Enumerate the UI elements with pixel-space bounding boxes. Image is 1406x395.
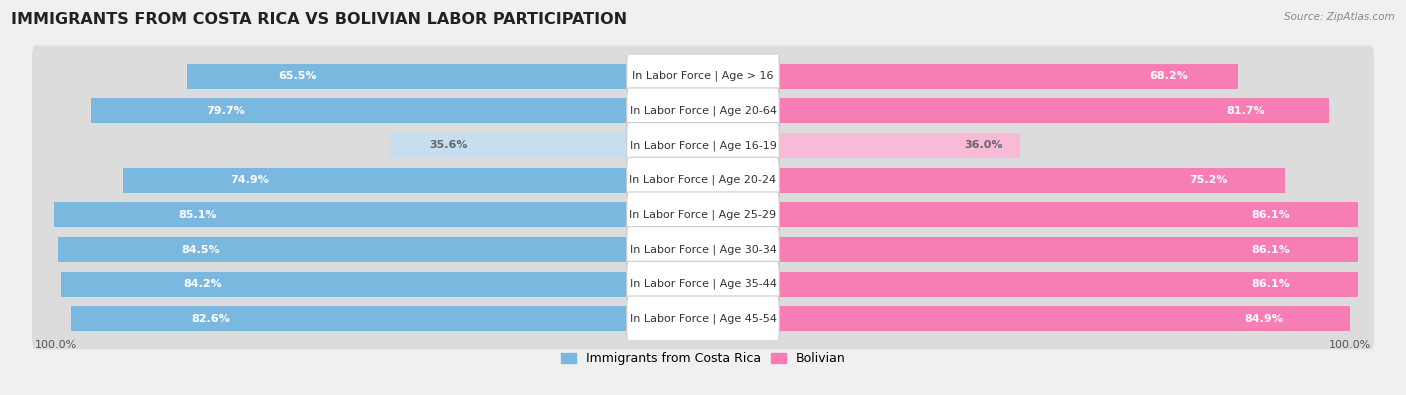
Text: 81.7%: 81.7% <box>1226 106 1265 116</box>
Bar <box>778 133 1021 158</box>
Text: 36.0%: 36.0% <box>965 141 1002 150</box>
FancyBboxPatch shape <box>627 261 779 307</box>
Text: 35.6%: 35.6% <box>429 141 468 150</box>
Text: 86.1%: 86.1% <box>1251 279 1291 289</box>
Text: 100.0%: 100.0% <box>35 340 77 350</box>
Text: 74.9%: 74.9% <box>231 175 269 185</box>
Text: In Labor Force | Age 16-19: In Labor Force | Age 16-19 <box>630 140 776 151</box>
FancyBboxPatch shape <box>32 288 1374 350</box>
FancyBboxPatch shape <box>627 53 779 99</box>
Bar <box>778 307 1350 331</box>
Text: 86.1%: 86.1% <box>1251 245 1291 254</box>
Legend: Immigrants from Costa Rica, Bolivian: Immigrants from Costa Rica, Bolivian <box>555 348 851 371</box>
Text: In Labor Force | Age 20-24: In Labor Force | Age 20-24 <box>630 175 776 185</box>
Text: 65.5%: 65.5% <box>278 71 316 81</box>
Bar <box>124 167 628 193</box>
Text: 84.5%: 84.5% <box>181 245 221 254</box>
FancyBboxPatch shape <box>627 88 779 134</box>
Text: 84.9%: 84.9% <box>1244 314 1284 324</box>
Text: In Labor Force | Age 25-29: In Labor Force | Age 25-29 <box>630 210 776 220</box>
Bar <box>187 64 628 88</box>
Bar <box>388 133 628 158</box>
Text: 75.2%: 75.2% <box>1189 175 1227 185</box>
Bar <box>778 237 1358 262</box>
Bar <box>778 64 1237 88</box>
FancyBboxPatch shape <box>627 296 779 342</box>
Text: 68.2%: 68.2% <box>1149 71 1188 81</box>
FancyBboxPatch shape <box>32 184 1374 245</box>
Bar <box>55 202 628 228</box>
Bar <box>778 202 1358 228</box>
Text: In Labor Force | Age > 16: In Labor Force | Age > 16 <box>633 71 773 81</box>
Bar <box>59 237 628 262</box>
FancyBboxPatch shape <box>32 150 1374 211</box>
Bar <box>72 307 628 331</box>
Text: 79.7%: 79.7% <box>205 106 245 116</box>
Text: 100.0%: 100.0% <box>1329 340 1371 350</box>
Bar <box>91 98 628 123</box>
FancyBboxPatch shape <box>32 80 1374 141</box>
FancyBboxPatch shape <box>627 122 779 168</box>
FancyBboxPatch shape <box>32 254 1374 315</box>
Text: In Labor Force | Age 35-44: In Labor Force | Age 35-44 <box>630 279 776 290</box>
FancyBboxPatch shape <box>627 157 779 203</box>
Bar <box>60 272 628 297</box>
Text: 84.2%: 84.2% <box>183 279 222 289</box>
FancyBboxPatch shape <box>32 219 1374 280</box>
Text: In Labor Force | Age 30-34: In Labor Force | Age 30-34 <box>630 244 776 255</box>
Text: In Labor Force | Age 45-54: In Labor Force | Age 45-54 <box>630 314 776 324</box>
FancyBboxPatch shape <box>32 45 1374 107</box>
Text: In Labor Force | Age 20-64: In Labor Force | Age 20-64 <box>630 105 776 116</box>
Text: 82.6%: 82.6% <box>191 314 231 324</box>
Text: 86.1%: 86.1% <box>1251 210 1291 220</box>
FancyBboxPatch shape <box>627 227 779 273</box>
Bar <box>778 272 1358 297</box>
FancyBboxPatch shape <box>627 192 779 238</box>
Bar <box>778 167 1285 193</box>
Bar <box>778 98 1329 123</box>
FancyBboxPatch shape <box>32 115 1374 176</box>
Text: IMMIGRANTS FROM COSTA RICA VS BOLIVIAN LABOR PARTICIPATION: IMMIGRANTS FROM COSTA RICA VS BOLIVIAN L… <box>11 12 627 27</box>
Text: 85.1%: 85.1% <box>179 210 218 220</box>
Text: Source: ZipAtlas.com: Source: ZipAtlas.com <box>1284 12 1395 22</box>
